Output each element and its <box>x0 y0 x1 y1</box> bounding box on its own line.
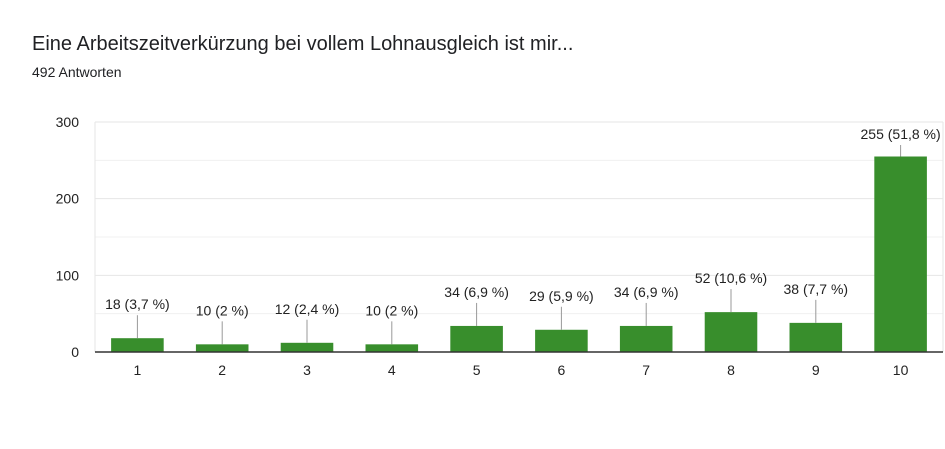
bar <box>789 322 843 352</box>
bar <box>280 342 334 352</box>
data-label: 10 (2 %) <box>196 302 249 318</box>
bar <box>195 344 249 352</box>
bar <box>619 325 673 352</box>
bar <box>535 329 588 352</box>
data-label: 34 (6,9 %) <box>614 284 679 300</box>
x-tick-label: 10 <box>893 362 909 378</box>
data-label: 10 (2 %) <box>365 302 418 318</box>
response-count: 492 Antworten <box>32 64 122 80</box>
bar <box>365 344 419 352</box>
bar <box>704 312 758 352</box>
data-label: 12 (2,4 %) <box>275 301 340 317</box>
data-label: 255 (51,8 %) <box>861 126 941 142</box>
y-tick-label: 200 <box>56 191 80 207</box>
x-tick-label: 7 <box>642 362 650 378</box>
x-tick-label: 3 <box>303 362 311 378</box>
bar <box>874 156 927 352</box>
x-tick-label: 9 <box>812 362 820 378</box>
data-label: 52 (10,6 %) <box>695 270 767 286</box>
bar <box>450 325 503 352</box>
data-label: 38 (7,7 %) <box>784 281 849 297</box>
data-label: 34 (6,9 %) <box>444 284 509 300</box>
y-tick-label: 100 <box>56 267 80 283</box>
x-tick-label: 4 <box>388 362 396 378</box>
x-tick-label: 2 <box>218 362 226 378</box>
data-label: 18 (3,7 %) <box>105 296 170 312</box>
y-tick-label: 0 <box>71 344 79 360</box>
x-tick-label: 6 <box>558 362 566 378</box>
bar <box>111 338 164 352</box>
data-label: 29 (5,9 %) <box>529 288 594 304</box>
y-tick-label: 300 <box>56 114 80 130</box>
chart-title: Eine Arbeitszeitverkürzung bei vollem Lo… <box>32 33 574 55</box>
x-tick-label: 8 <box>727 362 735 378</box>
x-tick-label: 5 <box>473 362 481 378</box>
x-tick-label: 1 <box>134 362 142 378</box>
